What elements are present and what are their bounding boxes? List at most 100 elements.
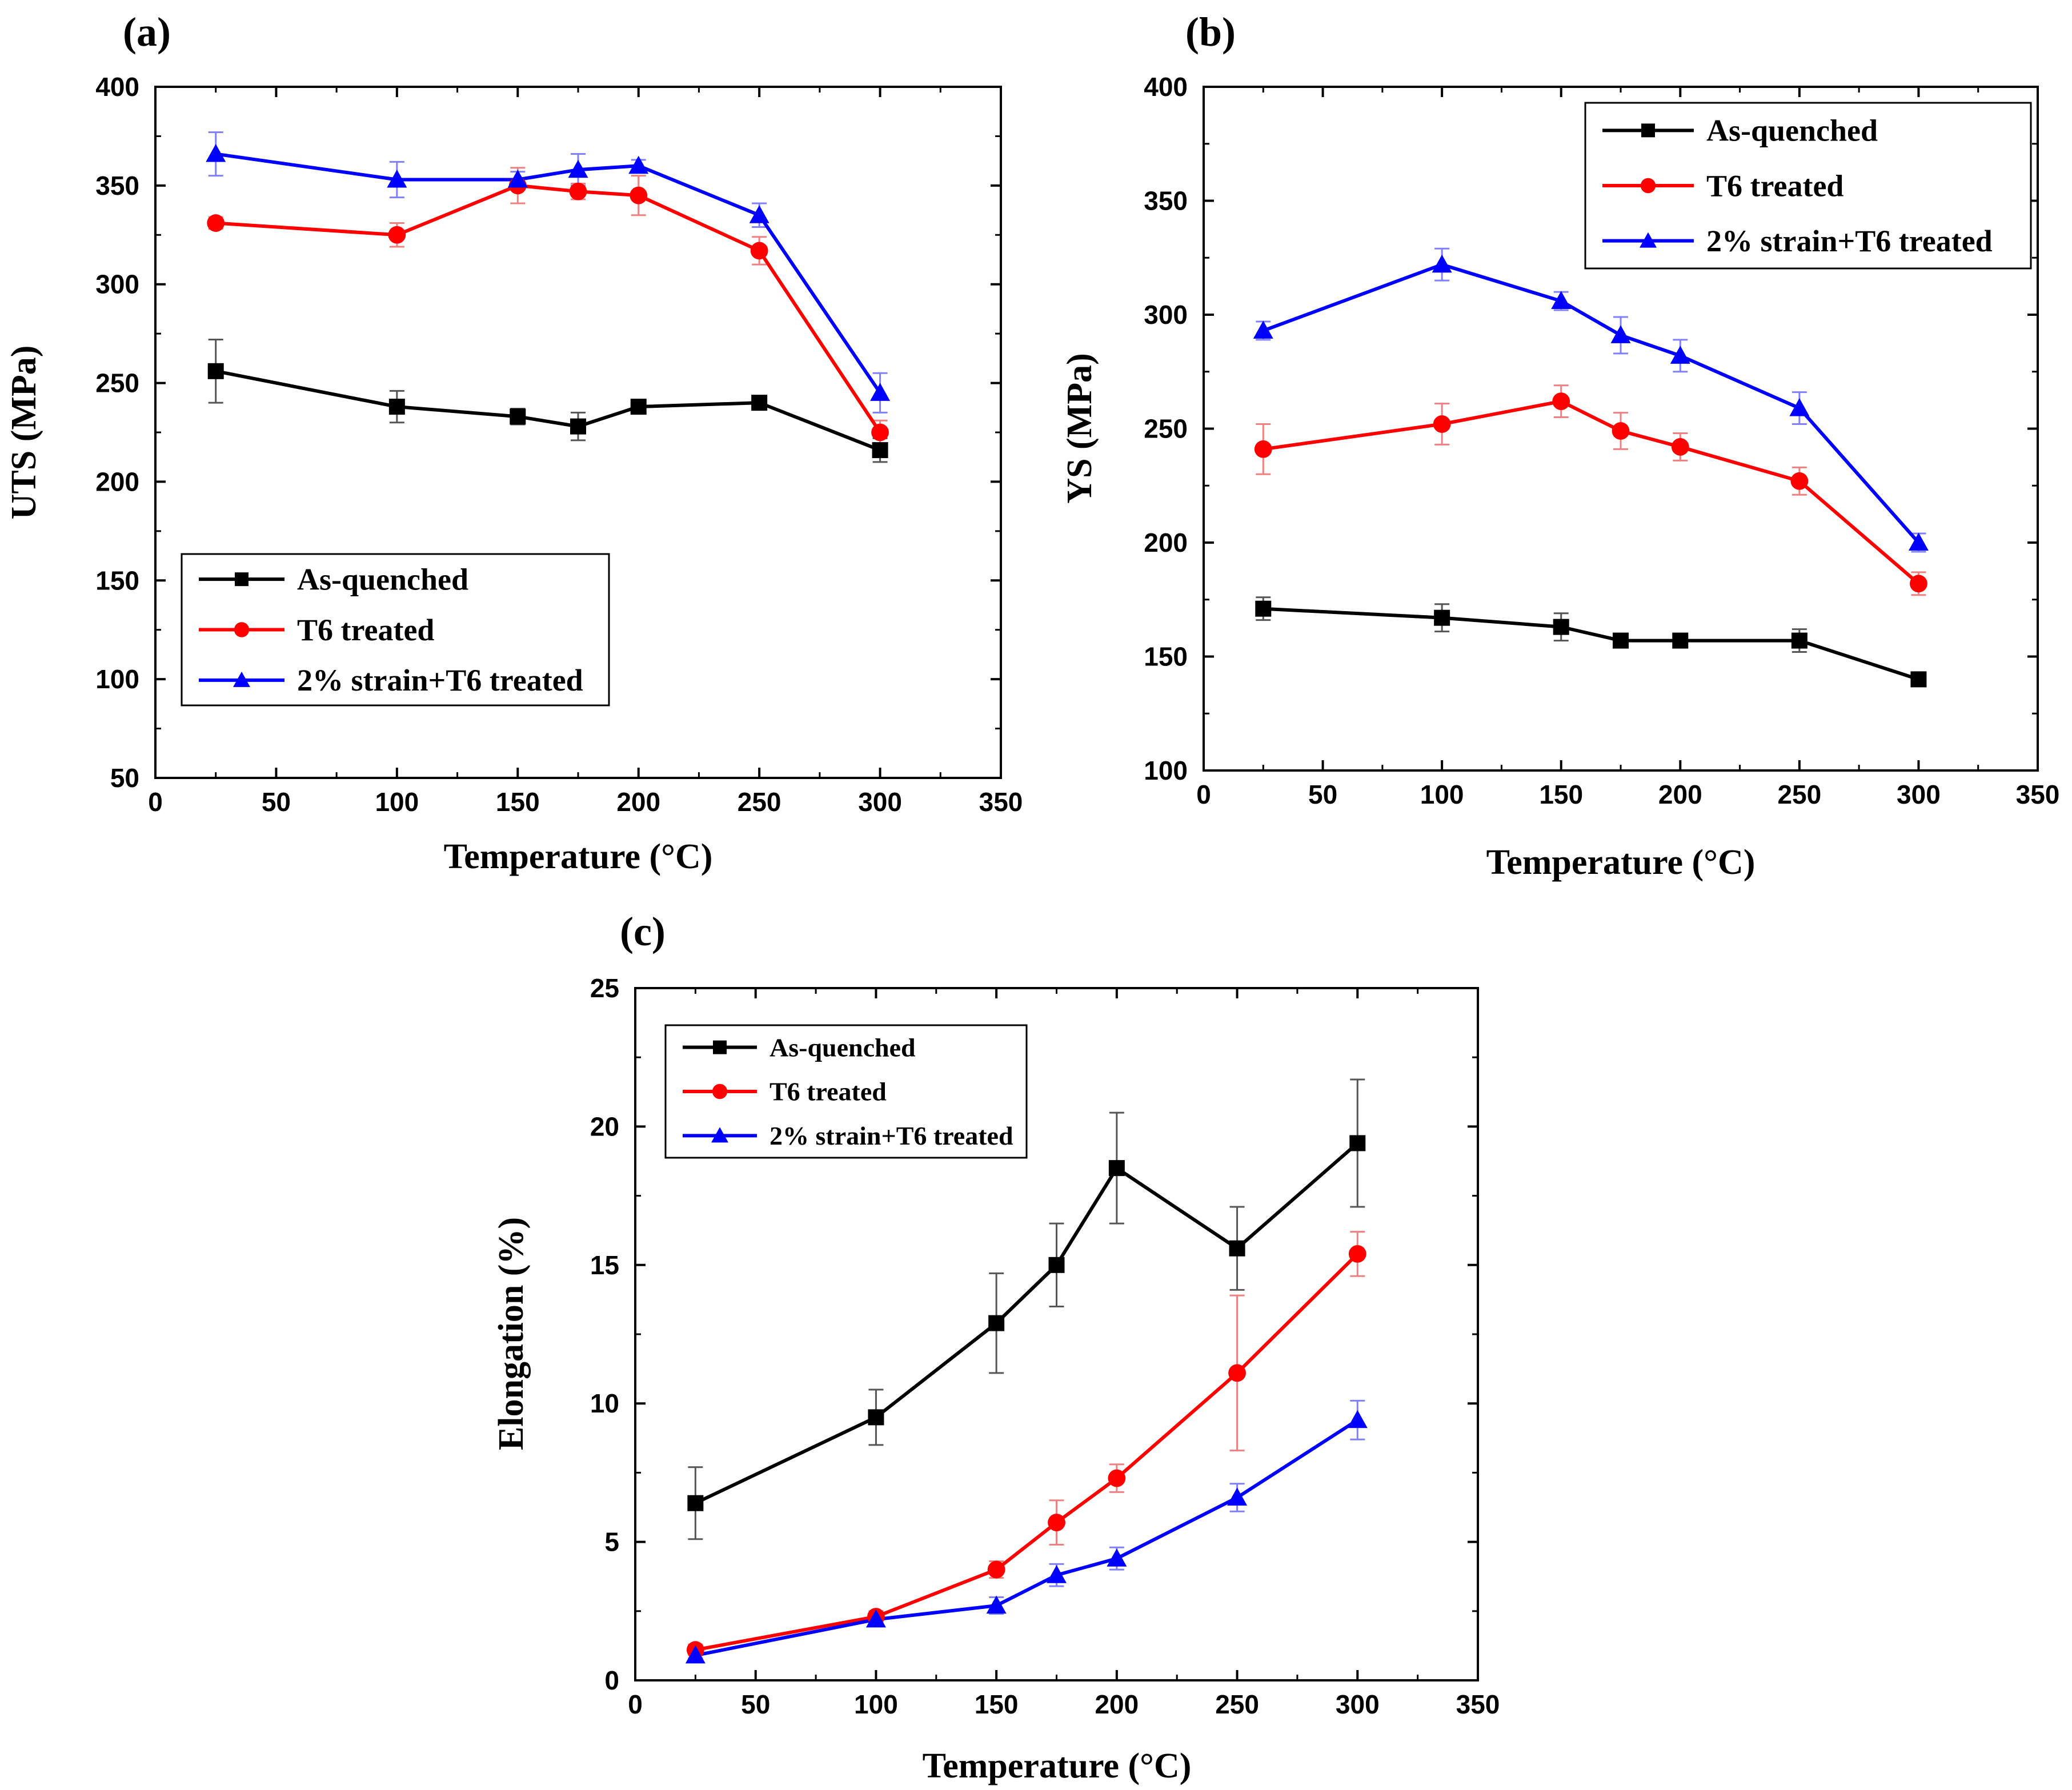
series-line-square [1263, 607, 1919, 681]
y-tick-label: 150 [1144, 642, 1188, 672]
data-point-square [1108, 1160, 1125, 1177]
data-point-square [1613, 632, 1629, 649]
x-tick-label: 300 [1897, 780, 1941, 809]
data-point-square [988, 1315, 1005, 1331]
data-point-circle [388, 226, 406, 244]
y-tick-label: 150 [95, 565, 139, 595]
y-tick-label: 10 [590, 1388, 619, 1418]
data-point-circle [1348, 1245, 1366, 1263]
data-point-triangle [387, 169, 407, 188]
data-point-square [1910, 671, 1927, 688]
panel-c-label: (c) [620, 909, 666, 954]
data-point-triangle [1253, 320, 1273, 339]
data-point-triangle [986, 1595, 1007, 1614]
data-point-square [1349, 1135, 1366, 1151]
legend-marker-triangle [1640, 232, 1657, 248]
data-markers [206, 144, 891, 459]
legend-marker-circle [1640, 178, 1656, 194]
data-point-square [1791, 632, 1808, 649]
x-tick-label: 350 [2016, 780, 2060, 809]
data-point-circle [630, 186, 648, 204]
y-tick-label: 200 [1144, 528, 1188, 557]
data-point-triangle [1610, 325, 1631, 343]
data-point-circle [1612, 422, 1630, 440]
x-tick-label: 300 [858, 787, 902, 817]
legend-label: T6 treated [770, 1077, 887, 1106]
x-tick-label: 150 [975, 1689, 1019, 1719]
panel-a: (a) 0 50 100 150 200 250 300 350 50 100 150 200 250 3… [5, 9, 1023, 876]
data-point-circle [1433, 415, 1451, 433]
y-tick-label: 300 [95, 270, 139, 299]
x-tick-label: 200 [1095, 1689, 1139, 1719]
x-tick-label: 250 [738, 787, 781, 817]
x-tick-label: 350 [1456, 1689, 1500, 1719]
y-tick-label: 250 [1144, 414, 1188, 444]
data-point-triangle [685, 1645, 706, 1664]
data-point-circle [1552, 392, 1570, 411]
legend-marker-square [713, 1040, 727, 1054]
data-point-square [510, 408, 526, 425]
data-point-square [1255, 600, 1272, 617]
data-point-square [1553, 619, 1569, 635]
legend-label: T6 treated [1706, 168, 1843, 203]
data-point-triangle [1789, 398, 1810, 416]
x-tick-label: 100 [375, 787, 419, 817]
legend: As-quenched T6 treated 2% strain+T6 treate… [664, 1024, 1028, 1159]
x-tick-label: 250 [1215, 1689, 1259, 1719]
data-point-circle [1671, 438, 1689, 456]
x-tick-label: 350 [979, 787, 1023, 817]
y-tick-label: 25 [590, 973, 619, 1003]
data-point-triangle [1047, 1565, 1067, 1583]
legend-label: As-quenched [770, 1033, 916, 1062]
legend-label: 2% strain+T6 treated [1706, 224, 1993, 258]
y-tick-label: 200 [95, 467, 139, 496]
y-tick-label: 400 [1144, 72, 1188, 102]
data-point-triangle [870, 383, 891, 401]
series-line-square [215, 369, 881, 452]
legend-label: As-quenched [297, 563, 468, 597]
data-point-triangle [1670, 346, 1690, 364]
y-axis-title: UTS (MPa) [5, 346, 43, 520]
data-point-triangle [1107, 1548, 1127, 1567]
data-point-square [207, 363, 224, 379]
data-point-square [751, 395, 768, 411]
data-point-circle [1108, 1469, 1126, 1487]
data-point-triangle [749, 205, 770, 223]
y-tick-label: 350 [95, 171, 139, 200]
data-markers [1253, 254, 1929, 688]
data-point-triangle [1347, 1410, 1368, 1428]
y-tick-label: 250 [95, 368, 139, 398]
x-tick-label: 250 [1777, 780, 1821, 809]
x-tick-label: 150 [1539, 780, 1583, 809]
series-line-circle [1263, 399, 1920, 585]
data-point-square [570, 418, 586, 435]
data-point-square [1434, 609, 1450, 626]
legend-label: 2% strain+T6 treated [297, 663, 583, 697]
y-tick-label: 50 [110, 763, 139, 793]
error-bars [688, 1078, 1365, 1659]
y-tick-label: 20 [590, 1111, 619, 1141]
x-tick-label: 300 [1336, 1689, 1380, 1719]
series-lines [1263, 263, 1920, 681]
legend-marker-square [235, 572, 249, 587]
x-tick-label: 50 [741, 1689, 770, 1719]
x-tick-label: 200 [616, 787, 660, 817]
legend-marker-circle [712, 1083, 728, 1099]
x-tick-label: 0 [628, 1689, 643, 1719]
data-point-square [1672, 632, 1689, 649]
axis-ticks: 0 50 100 150 200 250 300 350 0 5 10 15 20 25 [590, 973, 1500, 1719]
data-point-circle [750, 242, 768, 260]
data-point-circle [569, 182, 587, 200]
legend-label: As-quenched [1706, 114, 1878, 148]
y-tick-label: 100 [1144, 756, 1188, 785]
y-tick-label: 5 [604, 1527, 619, 1557]
x-tick-label: 50 [262, 787, 291, 817]
data-point-circle [1910, 575, 1927, 593]
panel-c: (c) 0 50 100 150 200 250 300 350 0 5 10 15 20 25 Temp… [492, 909, 1500, 1785]
y-axis-title: Elongation (%) [492, 1217, 531, 1450]
data-point-square [687, 1495, 704, 1511]
data-point-square [868, 1409, 884, 1426]
data-point-triangle [1551, 291, 1572, 310]
y-tick-label: 350 [1144, 186, 1188, 216]
data-point-circle [1790, 472, 1809, 490]
